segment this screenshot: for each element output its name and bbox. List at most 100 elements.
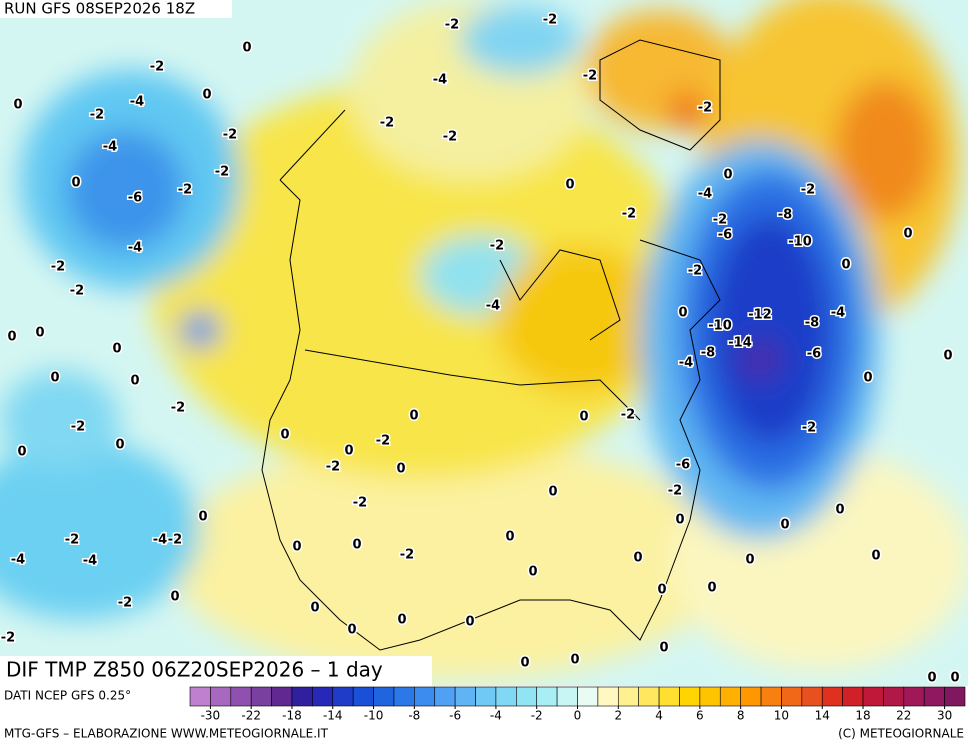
color-swatch: [597, 686, 619, 707]
contour-label: 0: [780, 518, 789, 533]
contour-label: -2: [400, 548, 414, 563]
legend-tick-label: -14: [323, 709, 343, 723]
footer-left: MTG-GFS – ELABORAZIONE WWW.METEOGIORNALE…: [4, 727, 329, 741]
contour-label: -2: [380, 116, 394, 131]
contour-label: -2: [376, 434, 390, 449]
contour-label: 0: [242, 41, 251, 56]
contour-label: 0: [130, 374, 139, 389]
contour-label: -2: [583, 69, 597, 84]
contour-label: 0: [678, 306, 687, 321]
contour-label: 0: [396, 462, 405, 477]
contour-label: 0: [280, 428, 289, 443]
contour-label: 0: [659, 641, 668, 656]
color-swatch: [291, 686, 313, 707]
contour-label: 0: [863, 371, 872, 386]
contour-label: 0: [202, 88, 211, 103]
contour-label: 0: [71, 176, 80, 191]
contour-label: -4: [486, 299, 500, 314]
contour-label: 0: [835, 503, 844, 518]
contour-label: -2: [621, 408, 635, 423]
legend-tick-label: -2: [531, 709, 543, 723]
contour-label: -4: [130, 95, 144, 110]
contour-label: 0: [841, 258, 850, 273]
contour-label: -12: [748, 308, 772, 323]
contour-label: -6: [718, 228, 732, 243]
contour-label: 0: [950, 671, 959, 686]
contour-label: -2: [443, 130, 457, 145]
color-swatch: [414, 686, 436, 707]
color-swatch: [821, 686, 843, 707]
color-swatch: [312, 686, 334, 707]
color-swatch: [271, 686, 293, 707]
contour-label: 0: [657, 583, 666, 598]
legend-tick-label: -18: [282, 709, 302, 723]
color-swatch: [699, 686, 721, 707]
contour-label: -2: [150, 60, 164, 75]
contour-label: 0: [871, 549, 880, 564]
color-swatch: [189, 686, 211, 707]
contour-label: 0: [565, 178, 574, 193]
legend-tick-label: -8: [408, 709, 420, 723]
contour-label: -2: [445, 18, 459, 33]
contour-label: -8: [778, 208, 792, 223]
color-swatch: [862, 686, 884, 707]
contour-label: 0: [505, 530, 514, 545]
contour-label: 0: [115, 438, 124, 453]
color-swatch: [577, 686, 599, 707]
contour-label: 0: [548, 485, 557, 500]
contour-label: 0: [17, 445, 26, 460]
contour-label: 0: [198, 510, 207, 525]
contour-label: -10: [708, 319, 732, 334]
color-swatch: [679, 686, 701, 707]
color-swatch: [556, 686, 578, 707]
legend-tick-label: 30: [937, 709, 952, 723]
color-swatch: [454, 686, 476, 707]
contour-label: 0: [292, 540, 301, 555]
contour-label: 0: [570, 653, 579, 668]
contour-label: 0: [112, 342, 121, 357]
legend-tick-label: 22: [896, 709, 911, 723]
contour-label: -2: [698, 101, 712, 116]
contour-label: -2: [353, 496, 367, 511]
legend-tick-label: 0: [574, 709, 582, 723]
contour-label: -2: [178, 183, 192, 198]
legend-tick-label: 4: [655, 709, 663, 723]
contour-label: 0: [352, 538, 361, 553]
legend-tick-label: -6: [449, 709, 461, 723]
contour-label: -2: [668, 484, 682, 499]
color-swatch: [536, 686, 558, 707]
contour-label: -8: [805, 316, 819, 331]
contour-label: -14: [728, 336, 752, 351]
contour-label: -2: [688, 264, 702, 279]
contour-label: -2: [802, 421, 816, 436]
contour-label: 0: [347, 623, 356, 638]
title-box: [0, 656, 432, 686]
contour-label: -2: [543, 13, 557, 28]
legend-tick-label: 14: [815, 709, 830, 723]
contour-label: 0: [397, 613, 406, 628]
map-title: DIF TMP Z850 06Z20SEP2026 – 1 day: [6, 658, 383, 682]
contour-label: 0: [927, 671, 936, 686]
legend-tick-label: -22: [241, 709, 261, 723]
color-swatch: [210, 686, 232, 707]
contour-label: 0: [707, 581, 716, 596]
legend-tick-label: 2: [614, 709, 622, 723]
color-swatch: [638, 686, 660, 707]
color-swatch: [842, 686, 864, 707]
contour-label: -4: [153, 533, 167, 548]
color-swatch: [740, 686, 762, 707]
legend-tick-label: 18: [855, 709, 870, 723]
run-label: RUN GFS 08SEP2026 18Z: [4, 0, 195, 18]
contour-label: 0: [35, 326, 44, 341]
color-swatch: [495, 686, 517, 707]
contour-label: -6: [128, 191, 142, 206]
legend-tick-label: 8: [737, 709, 745, 723]
contour-label: 0: [633, 551, 642, 566]
contour-label: -4: [831, 306, 845, 321]
contour-label: -4: [698, 187, 712, 202]
contour-label: -2: [1, 631, 15, 646]
contour-label: -2: [65, 533, 79, 548]
color-swatch: [332, 686, 354, 707]
